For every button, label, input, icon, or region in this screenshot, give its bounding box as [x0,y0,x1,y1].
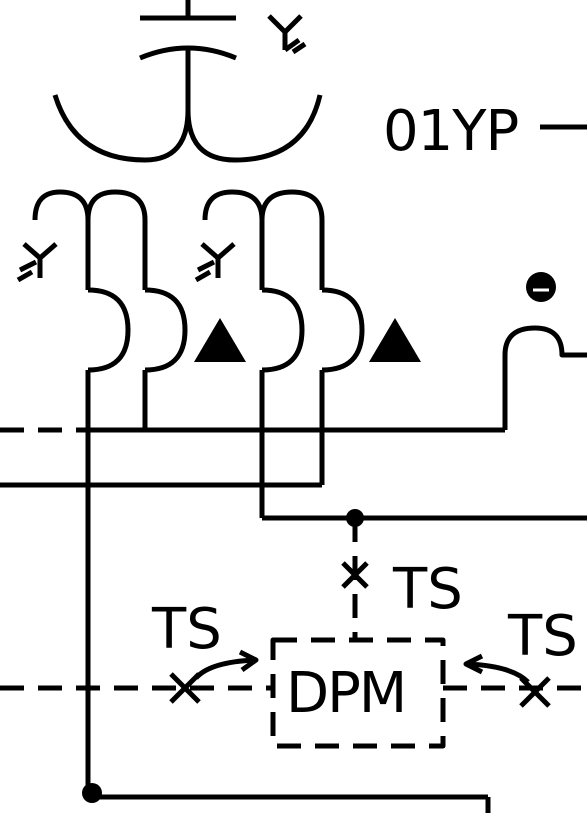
flow-arrow-icon [463,653,530,684]
ct-winding-left [32,189,188,790]
test-switch-icon [169,672,201,704]
transformer-primary [52,94,323,163]
ts-left-label: TS [151,597,222,662]
delta-icon [194,318,246,362]
polarity-dot-icon [526,272,556,302]
flow-arrow-icon [194,649,259,680]
ct-winding-right [202,189,365,518]
ts-right-label: TS [507,604,578,669]
wye-ground-icon [267,14,307,55]
capacitor-icon [139,0,237,110]
meter-element [502,325,587,430]
ts-center-label: TS [392,557,463,622]
delta-icon [369,318,421,362]
test-switch-icon [341,561,369,589]
dpm-box [270,637,446,749]
dpm-label: DPM [286,661,405,726]
junction-dot-icon [82,783,102,803]
wye-ground-icon [16,242,58,283]
wye-ground-icon [194,242,236,283]
device-code-label: 01YP [383,99,518,164]
